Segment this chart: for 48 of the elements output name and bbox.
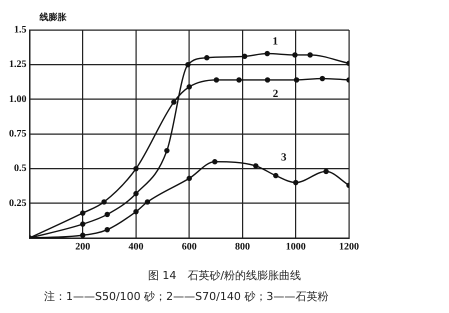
y-axis-title: 线膨胀 bbox=[38, 12, 68, 23]
point bbox=[293, 180, 298, 186]
point bbox=[80, 221, 86, 227]
y-tick-label: 1.5 bbox=[14, 24, 26, 36]
point bbox=[264, 77, 270, 83]
text: 图 14 石英砂/粉的线膨胀曲线 bbox=[146, 268, 302, 283]
y-tick-label: 0.75 bbox=[9, 128, 26, 140]
point bbox=[294, 77, 300, 83]
point bbox=[133, 208, 139, 214]
x-tick-label: 600 bbox=[182, 242, 197, 253]
point bbox=[171, 99, 177, 105]
point bbox=[212, 159, 218, 164]
point bbox=[101, 199, 107, 205]
x-tick-label: 1200 bbox=[339, 242, 359, 253]
y-tick-label: 0.25 bbox=[9, 198, 26, 209]
point bbox=[104, 226, 110, 232]
series-label: 3 bbox=[281, 151, 288, 164]
x-tick-label: 200 bbox=[75, 242, 90, 253]
point bbox=[204, 55, 210, 60]
x-tick-label: 400 bbox=[128, 242, 144, 253]
point bbox=[80, 232, 86, 238]
point bbox=[144, 199, 150, 205]
point bbox=[242, 54, 248, 60]
point bbox=[236, 77, 242, 83]
text: 注：1——S50/100 砂；2——S70/140 砂；3——石英粉 bbox=[44, 289, 328, 304]
x-tick-label: 1000 bbox=[286, 242, 306, 253]
point bbox=[185, 62, 191, 68]
point bbox=[292, 52, 298, 58]
series-label: 1 bbox=[272, 35, 278, 48]
y-tick-label: 0.5 bbox=[14, 163, 26, 174]
series-label: 2 bbox=[272, 88, 279, 100]
x-tick-label: 800 bbox=[235, 242, 250, 253]
point bbox=[264, 50, 270, 56]
point bbox=[186, 84, 192, 90]
point bbox=[104, 212, 110, 218]
point bbox=[133, 190, 139, 196]
point bbox=[307, 52, 313, 58]
point bbox=[186, 176, 192, 182]
y-tick-label: 1.25 bbox=[9, 59, 26, 70]
point bbox=[253, 163, 259, 169]
point bbox=[214, 77, 220, 83]
y-tick-label: 1.00 bbox=[9, 94, 26, 105]
point bbox=[273, 172, 278, 178]
point bbox=[133, 166, 139, 172]
point bbox=[323, 168, 329, 174]
point bbox=[80, 210, 86, 216]
point bbox=[320, 76, 326, 82]
point bbox=[164, 148, 170, 154]
